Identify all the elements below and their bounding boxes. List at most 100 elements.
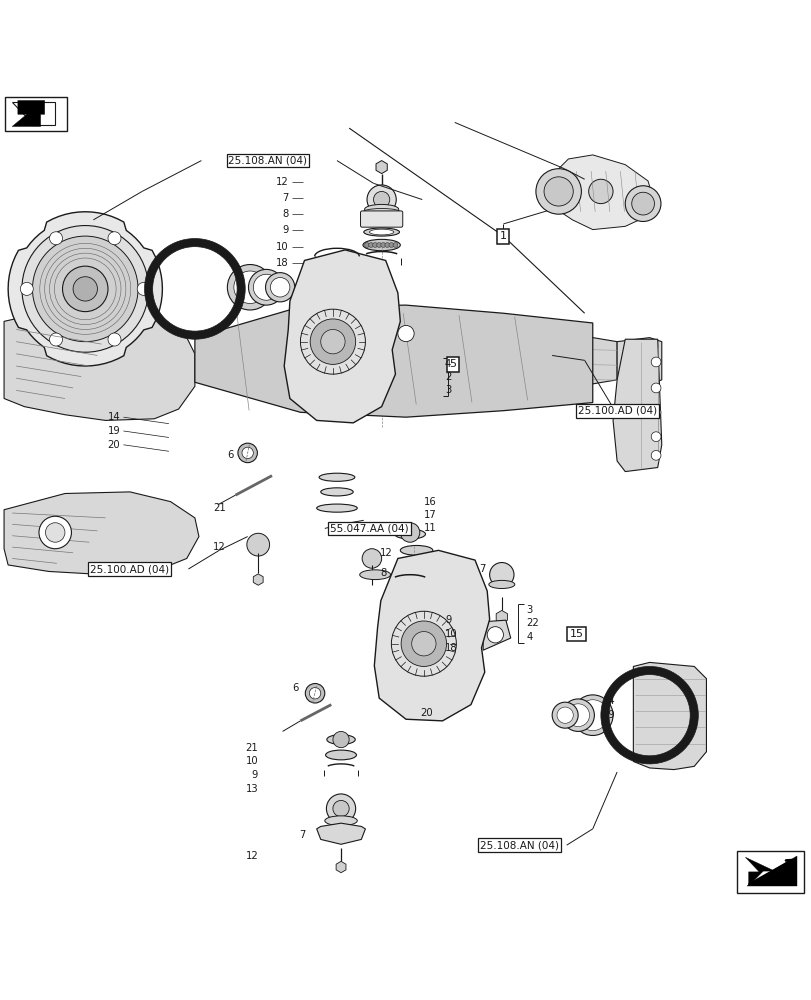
Circle shape	[108, 333, 121, 346]
Circle shape	[108, 232, 121, 245]
Polygon shape	[374, 550, 489, 721]
Polygon shape	[393, 320, 422, 350]
Circle shape	[650, 432, 660, 442]
Polygon shape	[616, 338, 661, 385]
Circle shape	[487, 627, 503, 643]
Circle shape	[320, 329, 345, 354]
Circle shape	[489, 563, 513, 587]
Circle shape	[561, 699, 594, 731]
Text: 14: 14	[602, 696, 615, 706]
Text: 12: 12	[275, 177, 288, 187]
Text: 7: 7	[478, 564, 485, 574]
Circle shape	[22, 226, 148, 352]
Polygon shape	[375, 161, 387, 174]
Circle shape	[39, 516, 71, 549]
Text: 7: 7	[298, 830, 305, 840]
Circle shape	[551, 702, 577, 728]
Text: 18: 18	[275, 258, 288, 268]
Circle shape	[543, 177, 573, 206]
Circle shape	[234, 271, 266, 303]
Text: 3: 3	[444, 385, 451, 395]
Text: 10: 10	[444, 629, 457, 639]
Ellipse shape	[363, 228, 399, 236]
Circle shape	[372, 243, 377, 247]
Text: 18: 18	[444, 643, 457, 653]
Circle shape	[310, 319, 355, 364]
Circle shape	[362, 549, 381, 568]
Polygon shape	[4, 305, 195, 420]
Text: 25.108.AN (04): 25.108.AN (04)	[479, 840, 559, 850]
Circle shape	[631, 192, 654, 215]
Circle shape	[247, 533, 269, 556]
Circle shape	[242, 447, 253, 459]
Circle shape	[388, 243, 393, 247]
FancyBboxPatch shape	[5, 97, 67, 131]
Polygon shape	[547, 155, 653, 230]
Circle shape	[351, 827, 359, 835]
Circle shape	[20, 282, 33, 295]
Circle shape	[415, 564, 420, 569]
Circle shape	[572, 695, 612, 735]
Text: 10: 10	[275, 242, 288, 252]
Polygon shape	[336, 861, 345, 873]
Text: 15: 15	[569, 629, 583, 639]
Circle shape	[400, 523, 419, 542]
Circle shape	[650, 450, 660, 460]
Circle shape	[253, 274, 279, 300]
Circle shape	[650, 383, 660, 393]
Polygon shape	[612, 339, 661, 472]
Circle shape	[248, 269, 284, 305]
Polygon shape	[744, 857, 774, 886]
Circle shape	[566, 704, 589, 727]
Circle shape	[650, 407, 660, 417]
Text: 55.047.AA (04): 55.047.AA (04)	[330, 523, 408, 533]
Text: 5: 5	[449, 359, 456, 369]
Text: 8: 8	[380, 568, 386, 578]
Text: 25.100.AD (04): 25.100.AD (04)	[577, 406, 656, 416]
Ellipse shape	[369, 229, 393, 235]
Circle shape	[401, 621, 446, 666]
Polygon shape	[253, 574, 263, 585]
Circle shape	[364, 243, 369, 247]
Text: 19: 19	[602, 710, 615, 720]
Ellipse shape	[324, 816, 357, 826]
Circle shape	[49, 232, 62, 245]
Text: 12: 12	[212, 542, 225, 552]
Ellipse shape	[363, 239, 400, 251]
Circle shape	[137, 282, 150, 295]
Text: 10: 10	[245, 756, 258, 766]
Circle shape	[419, 564, 424, 569]
Text: 4: 4	[526, 632, 532, 642]
Polygon shape	[195, 305, 592, 417]
Text: 17: 17	[423, 510, 436, 520]
Text: 1: 1	[500, 231, 506, 241]
Circle shape	[367, 185, 396, 214]
Text: 16: 16	[423, 497, 436, 507]
Polygon shape	[316, 823, 365, 844]
Text: 12: 12	[245, 851, 258, 861]
Text: 9: 9	[281, 225, 288, 235]
Circle shape	[322, 827, 330, 835]
Polygon shape	[496, 610, 507, 623]
Circle shape	[73, 277, 97, 301]
Text: 20: 20	[420, 708, 433, 718]
Circle shape	[650, 357, 660, 367]
Text: 6: 6	[227, 450, 234, 460]
Text: 6: 6	[292, 683, 298, 693]
Ellipse shape	[320, 488, 353, 496]
Circle shape	[411, 632, 436, 656]
Circle shape	[305, 684, 324, 703]
Circle shape	[556, 707, 573, 723]
Ellipse shape	[316, 504, 357, 512]
Circle shape	[384, 243, 389, 247]
Text: 3: 3	[526, 605, 532, 615]
Circle shape	[393, 243, 397, 247]
Ellipse shape	[488, 580, 514, 589]
Ellipse shape	[362, 208, 401, 217]
Ellipse shape	[325, 750, 356, 760]
Text: 7: 7	[281, 193, 288, 203]
Text: 25.108.AN (04): 25.108.AN (04)	[228, 156, 307, 166]
Circle shape	[368, 243, 373, 247]
Circle shape	[588, 179, 612, 204]
Circle shape	[265, 273, 294, 302]
